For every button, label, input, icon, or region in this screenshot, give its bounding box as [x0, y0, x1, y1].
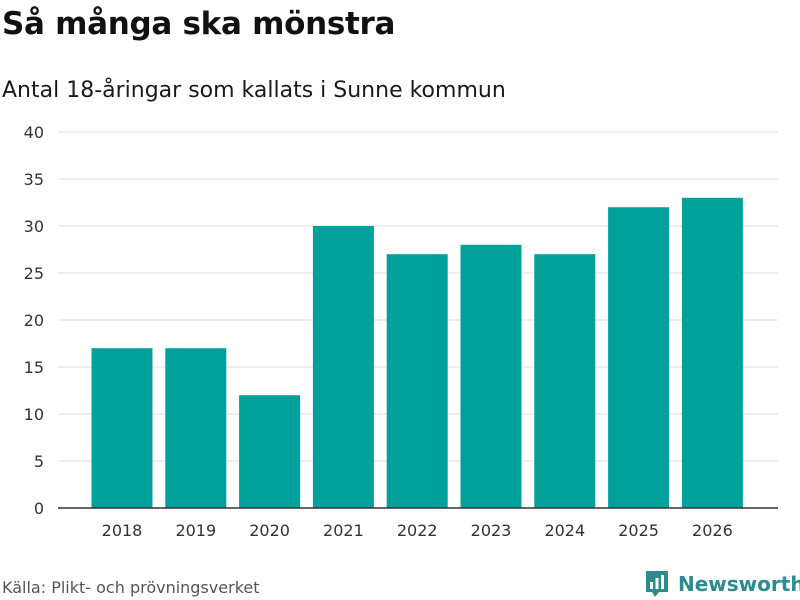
y-tick-label: 5: [34, 452, 44, 471]
bar-2018: [91, 348, 153, 508]
bars: [91, 197, 743, 509]
bar-2023: [460, 244, 522, 509]
source-note: Källa: Plikt- och prövningsverket: [2, 578, 260, 597]
y-tick-label: 35: [24, 170, 44, 189]
x-tick-label: 2019: [175, 521, 216, 540]
y-tick-label: 15: [24, 358, 44, 377]
y-tick-label: 0: [34, 499, 44, 518]
bar-2020: [239, 395, 301, 508]
y-tick-label: 40: [24, 123, 44, 142]
x-tick-label: 2020: [249, 521, 290, 540]
bar-2026: [681, 197, 743, 509]
bar-2024: [534, 254, 596, 508]
bar-2019: [165, 348, 227, 508]
y-tick-label: 20: [24, 311, 44, 330]
x-tick-label: 2022: [397, 521, 438, 540]
x-tick-label: 2025: [618, 521, 659, 540]
x-tick-label: 2026: [692, 521, 733, 540]
x-axis: 2018 2019 2020 2021 2022 2023 2024 2025 2026: [58, 507, 778, 540]
y-tick-label: 10: [24, 405, 44, 424]
y-tick-label: 30: [24, 217, 44, 236]
x-tick-label: 2024: [544, 521, 585, 540]
brand-logo: Newsworthy: [644, 569, 800, 599]
y-axis: 0 5 10 15 20 25 30 35 40: [24, 123, 44, 518]
x-tick-label: 2023: [471, 521, 512, 540]
bar-2022: [386, 254, 448, 508]
bar-2021: [312, 226, 374, 508]
bar-chart-icon: [646, 571, 668, 597]
bar-2025: [608, 207, 670, 508]
brand-name: Newsworthy: [678, 572, 800, 596]
x-tick-label: 2021: [323, 521, 364, 540]
chart-subtitle: Antal 18-åringar som kallats i Sunne kom…: [2, 78, 506, 103]
x-tick-label: 2018: [102, 521, 143, 540]
chart-title: Så många ska mönstra: [2, 6, 396, 42]
y-tick-label: 25: [24, 264, 44, 283]
